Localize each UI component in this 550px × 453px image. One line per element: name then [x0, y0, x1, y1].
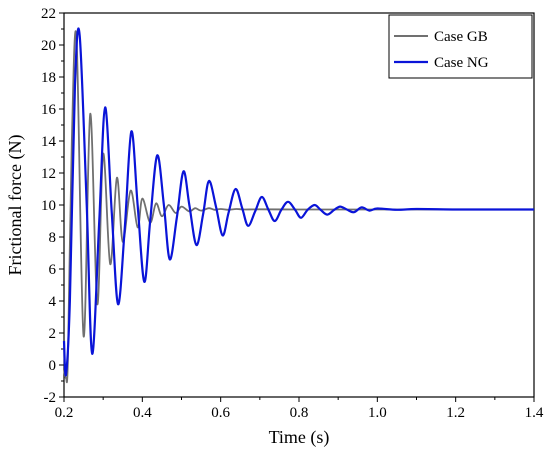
- y-tick-label: 2: [49, 326, 57, 342]
- y-tick-label: 22: [41, 6, 56, 22]
- y-tick-label: 12: [41, 166, 56, 182]
- y-tick-label: -2: [44, 390, 57, 406]
- legend-label-case-gb: Case GB: [434, 29, 488, 45]
- legend-label-case-ng: Case NG: [434, 55, 489, 71]
- x-tick-label: 1.0: [368, 405, 387, 421]
- y-tick-label: 16: [41, 102, 57, 118]
- x-axis-title: Time (s): [269, 427, 330, 448]
- series-layer: [62, 27, 534, 384]
- y-tick-label: 6: [49, 262, 57, 278]
- x-axis-ticks: 0.2 0.4 0.6 0.8 1.0 1.2 1.4: [55, 397, 544, 421]
- x-tick-label: 1.4: [525, 405, 544, 421]
- x-tick-label: 0.6: [211, 405, 230, 421]
- legend: Case GB Case NG: [388, 14, 533, 79]
- x-tick-label: 1.2: [446, 405, 465, 421]
- x-tick-label: 0.2: [55, 405, 74, 421]
- series-line-case-ng: [62, 27, 534, 377]
- series-line-case-gb: [63, 30, 534, 384]
- x-tick-label: 0.8: [290, 405, 309, 421]
- y-tick-label: 10: [41, 198, 56, 214]
- legend-box: [388, 14, 533, 79]
- y-tick-label: 0: [49, 358, 57, 374]
- y-tick-label: 20: [41, 38, 56, 54]
- y-tick-label: 4: [49, 294, 57, 310]
- y-axis-title: Frictional force (N): [5, 135, 26, 276]
- y-tick-label: 14: [41, 134, 57, 150]
- y-axis-ticks: -2 0 2 4 6 8 10 12 14 16 18 20 22: [41, 6, 64, 406]
- y-tick-label: 8: [49, 230, 57, 246]
- y-tick-label: 18: [41, 70, 56, 86]
- x-tick-label: 0.4: [133, 405, 152, 421]
